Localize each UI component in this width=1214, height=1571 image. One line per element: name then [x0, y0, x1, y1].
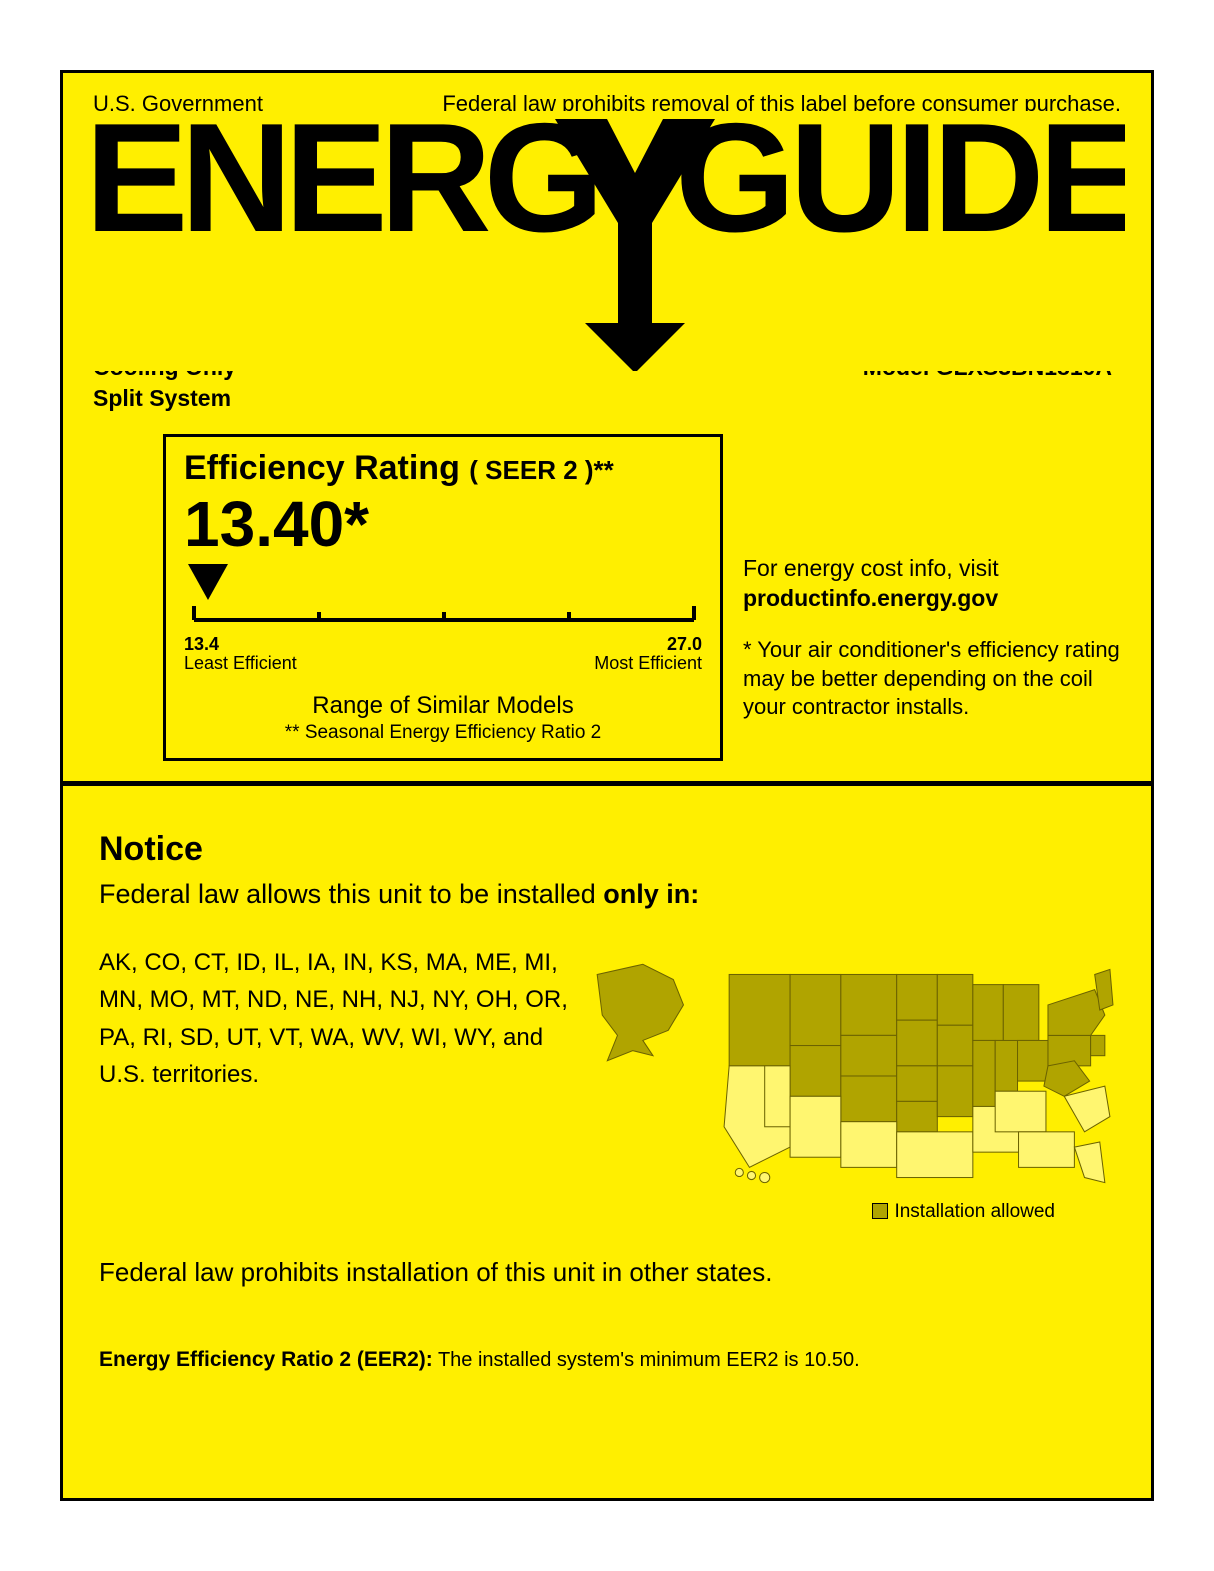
eer-line: Energy Efficiency Ratio 2 (EER2): The in…	[99, 1348, 1115, 1372]
map-area: Installation allowed	[587, 944, 1115, 1223]
scale-max-value: 27.0	[667, 634, 702, 655]
notice-bold: only in:	[603, 879, 699, 909]
eer-text: The installed system's minimum EER2 is 1…	[433, 1349, 860, 1371]
states-list: AK, CO, CT, ID, IL, IA, IN, KS, MA, ME, …	[99, 944, 569, 1223]
top-section: U.S. Government Federal law prohibits re…	[63, 73, 1151, 786]
us-map-icon	[587, 944, 1115, 1188]
logo-row: ENERG GUIDE	[93, 121, 1121, 371]
prohibit-line: Federal law prohibits installation of th…	[99, 1257, 1115, 1288]
legend-swatch-icon	[872, 1203, 888, 1219]
energyguide-logo: ENERG GUIDE	[85, 111, 1125, 371]
eer-label: Energy Efficiency Ratio 2 (EER2):	[99, 1348, 433, 1371]
rating-scale	[184, 562, 704, 632]
svg-text:GUIDE: GUIDE	[675, 111, 1125, 264]
rating-title-main: Efficiency Rating	[184, 449, 460, 487]
rating-value: 13.40*	[184, 492, 702, 556]
legend-text: Installation allowed	[894, 1201, 1055, 1222]
scale-min-value: 13.4	[184, 634, 219, 655]
notice-line: Federal law allows this unit to be insta…	[99, 879, 1115, 910]
rating-title-sub: ( SEER 2 )**	[469, 455, 614, 485]
visit-line1: For energy cost info, visit	[743, 555, 999, 581]
rating-area: Efficiency Rating ( SEER 2 )** 13.40* 13…	[93, 434, 1121, 761]
bottom-section: Notice Federal law allows this unit to b…	[63, 786, 1151, 1392]
svg-text:ENERG: ENERG	[85, 111, 596, 264]
states-row: AK, CO, CT, ID, IL, IA, IN, KS, MA, ME, …	[99, 944, 1115, 1223]
scale-min-label: Least Efficient	[184, 653, 297, 674]
range-caption: Range of Similar Models	[184, 692, 702, 720]
asterisk-note: * Your air conditioner's efficiency rati…	[743, 636, 1121, 722]
efficiency-rating-box: Efficiency Rating ( SEER 2 )** 13.40* 13…	[163, 434, 723, 761]
product-type-3: Split System	[93, 383, 345, 414]
scale-text-labels: Least Efficient Most Efficient	[184, 653, 702, 674]
visit-info: For energy cost info, visit productinfo.…	[743, 554, 1121, 614]
visit-line2: productinfo.energy.gov	[743, 585, 998, 611]
notice-prefix: Federal law allows this unit to be insta…	[99, 879, 603, 909]
range-subcaption: ** Seasonal Energy Efficiency Ratio 2	[184, 722, 702, 744]
side-info: For energy cost info, visit productinfo.…	[743, 434, 1121, 761]
scale-max-label: Most Efficient	[594, 653, 702, 674]
map-legend: Installation allowed	[587, 1201, 1115, 1223]
scale-pointer-icon	[188, 564, 228, 600]
rating-title: Efficiency Rating ( SEER 2 )**	[184, 449, 702, 488]
energyguide-label: U.S. Government Federal law prohibits re…	[60, 70, 1154, 1501]
notice-title: Notice	[99, 830, 1115, 869]
scale-value-labels: 13.4 27.0	[184, 634, 702, 655]
